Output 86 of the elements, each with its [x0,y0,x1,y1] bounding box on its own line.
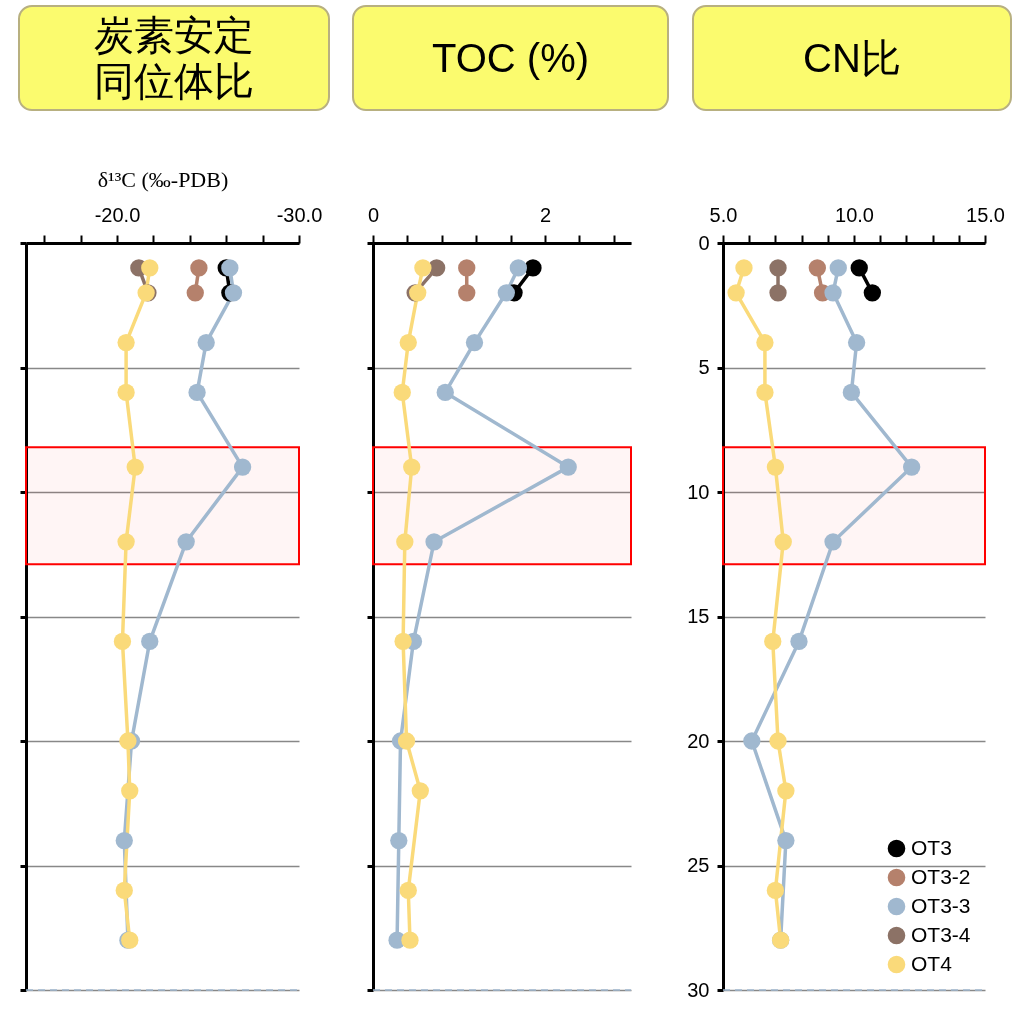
point [414,259,432,277]
point [524,259,542,277]
point [115,881,133,900]
point [790,632,808,651]
point [115,831,133,850]
point [119,732,137,750]
point [727,284,745,302]
point [559,458,577,476]
point [411,782,429,800]
point [399,333,417,352]
y-tick-label: 15 [687,605,710,627]
legend-label: OT3 [911,835,952,859]
y-tick-label: 30 [687,978,710,1001]
point [113,632,132,651]
point [769,284,787,302]
point [117,333,135,352]
point [465,333,484,352]
point [902,458,921,476]
point [458,284,476,302]
point [863,284,881,302]
point [774,533,792,551]
point [126,458,144,476]
point [177,533,195,551]
point [509,259,527,277]
point [197,333,215,352]
point [224,284,243,302]
point [497,284,515,302]
x-tick-label: -30.0 [276,203,323,226]
y-tick-label: 20 [687,729,710,752]
point [777,782,795,800]
point [764,632,782,651]
point [808,259,826,277]
point [403,458,421,476]
x-tick-label: 2 [539,203,552,226]
legend-label: OT3-3 [911,893,971,917]
point [829,259,847,277]
point [399,881,417,900]
point [141,259,159,277]
point [233,458,252,476]
point [186,284,204,302]
point [121,782,139,800]
y-tick-label: 0 [698,231,710,254]
y-tick-label: 25 [687,854,710,876]
point [190,259,208,277]
y-tick-label: 5 [698,356,710,378]
x-tick-label: -20.0 [94,203,141,226]
point [769,732,787,750]
point [743,732,761,750]
legend-label: OT3-2 [911,864,971,888]
legend-label: OT3-4 [911,922,971,946]
point [425,533,443,551]
point [824,533,842,551]
chart-title: 炭素安定同位体比 [93,12,255,104]
point [397,732,416,750]
y-tick-label: 10 [687,480,710,503]
x-axis-title: δ¹³C (‰-PDB) [97,166,229,192]
point [117,533,135,551]
point [824,284,842,302]
point [436,383,454,402]
point [735,259,753,277]
point [842,383,861,402]
chart-title: CN比 [803,35,901,81]
point [756,333,774,352]
point [221,259,239,277]
point [847,333,866,352]
point [394,632,412,651]
point [850,259,868,277]
point [458,259,476,277]
point [390,831,408,850]
x-tick-label: 5.0 [709,203,738,226]
point [777,831,795,850]
point [769,259,787,277]
point [188,383,206,402]
point [766,881,785,900]
point [401,931,419,949]
point [756,383,774,402]
x-tick-label: 10.0 [835,203,874,226]
x-tick-label: 0 [367,203,380,226]
point [766,458,785,476]
legend-label: OT4 [911,951,953,975]
chart-title: TOC (%) [431,35,590,81]
point [396,533,414,551]
point [141,632,159,651]
x-tick-label: 15.0 [966,203,1005,226]
point [393,383,411,402]
point [117,383,135,402]
